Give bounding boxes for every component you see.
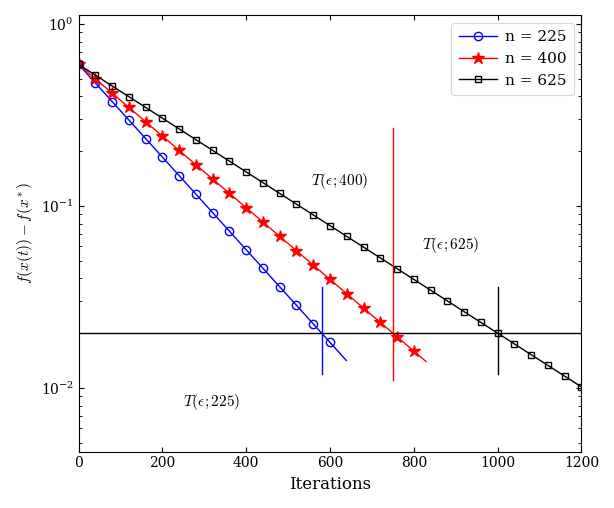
- n = 400: [413, 351, 421, 357]
- n = 400: [193, 163, 200, 169]
- n = 625: [128, 96, 135, 102]
- n = 400: [402, 341, 410, 347]
- n = 625: [581, 386, 589, 392]
- n = 400: [120, 101, 128, 107]
- n = 625: [75, 61, 82, 68]
- n = 400: [75, 61, 82, 68]
- Line: n = 400: n = 400: [72, 58, 432, 368]
- n = 400: [422, 359, 430, 365]
- n = 400: [370, 314, 378, 320]
- n = 225: [231, 235, 239, 241]
- n = 225: [75, 61, 82, 68]
- X-axis label: Iterations: Iterations: [289, 476, 371, 493]
- n = 225: [100, 89, 107, 96]
- Text: $T(\epsilon; 225)$: $T(\epsilon; 225)$: [184, 392, 241, 411]
- n = 225: [152, 146, 159, 152]
- Text: $T(\epsilon; 400)$: $T(\epsilon; 400)$: [311, 171, 368, 192]
- Line: n = 625: n = 625: [75, 61, 589, 393]
- n = 625: [99, 77, 106, 83]
- n = 225: [83, 70, 90, 76]
- n = 625: [575, 382, 582, 388]
- n = 225: [156, 151, 163, 157]
- n = 400: [176, 147, 183, 153]
- n = 625: [484, 324, 492, 330]
- Line: n = 225: n = 225: [74, 60, 351, 365]
- n = 625: [506, 338, 513, 344]
- n = 225: [271, 278, 278, 284]
- n = 625: [138, 102, 146, 108]
- n = 225: [343, 358, 350, 364]
- Y-axis label: $f(x(t)) - f(x^*)$: $f(x(t)) - f(x^*)$: [15, 182, 35, 284]
- Text: $T(\epsilon; 625)$: $T(\epsilon; 625)$: [422, 235, 480, 255]
- Legend: n = 225, n = 400, n = 625: n = 225, n = 400, n = 625: [451, 23, 574, 95]
